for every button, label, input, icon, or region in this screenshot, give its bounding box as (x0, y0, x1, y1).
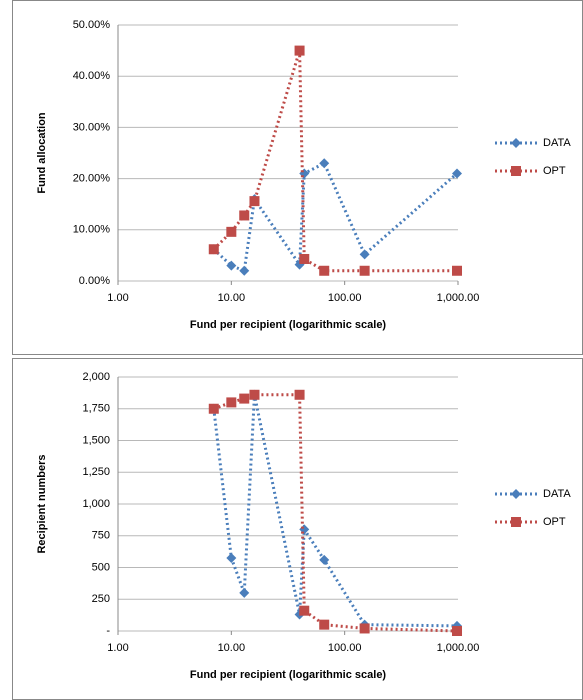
chart-frame (12, 358, 583, 700)
marker (359, 249, 370, 260)
y-tick-label: 50.00% (73, 19, 111, 31)
series-line (213, 393, 458, 633)
marker (226, 552, 237, 563)
legend-label: OPT (543, 516, 566, 528)
marker (359, 265, 370, 276)
marker (208, 403, 219, 414)
y-tick-label: 2,000 (82, 371, 110, 383)
x-tick-label: 100.00 (328, 642, 362, 654)
y-tick-label: 1,500 (82, 434, 110, 446)
marker (294, 45, 305, 56)
marker (208, 244, 219, 255)
legend-label: OPT (543, 165, 566, 177)
legend-label: DATA (543, 488, 571, 500)
x-tick-label: 1.00 (107, 292, 128, 304)
x-tick-label: 100.00 (328, 292, 362, 304)
y-tick-label: 750 (92, 530, 110, 542)
marker (319, 265, 330, 276)
marker (299, 253, 310, 264)
y-tick-label: 40.00% (73, 70, 111, 82)
y-tick-label: 10.00% (73, 224, 111, 236)
y-tick-label: 20.00% (73, 173, 111, 185)
x-axis-title: Fund per recipient (logarithmic scale) (190, 319, 387, 331)
marker (511, 166, 521, 176)
marker (511, 138, 521, 148)
marker (319, 554, 330, 565)
marker (226, 260, 237, 271)
y-tick-label: 30.00% (73, 121, 111, 133)
x-tick-label: 1,000.00 (437, 642, 480, 654)
marker (452, 265, 463, 276)
marker (239, 210, 250, 221)
y-axis-title: Fund allocation (36, 112, 48, 194)
y-axis-title: Recipient numbers (36, 454, 48, 553)
y-tick-label: 250 (92, 593, 110, 605)
marker (511, 489, 521, 499)
series-line (212, 161, 458, 273)
marker (226, 397, 237, 408)
marker (511, 517, 521, 527)
y-tick-label: 500 (92, 561, 110, 573)
marker (294, 389, 305, 400)
marker (319, 619, 330, 630)
x-tick-label: 10.00 (218, 292, 246, 304)
marker (249, 389, 260, 400)
marker (359, 623, 370, 634)
x-tick-label: 1.00 (107, 642, 128, 654)
y-tick-label: 1,750 (82, 403, 110, 415)
marker (299, 605, 310, 616)
x-tick-label: 10.00 (218, 642, 246, 654)
marker (239, 587, 250, 598)
y-tick-label: 0.00% (79, 275, 110, 287)
marker (452, 626, 463, 636)
y-tick-label: 1,250 (82, 466, 110, 478)
x-tick-label: 1,000.00 (437, 292, 480, 304)
y-tick-label: 1,000 (82, 498, 110, 510)
marker (239, 393, 250, 404)
marker (226, 226, 237, 237)
marker (452, 168, 463, 179)
legend-label: DATA (543, 137, 571, 149)
y-tick-label: - (106, 625, 110, 637)
marker (319, 158, 330, 169)
x-axis-title: Fund per recipient (logarithmic scale) (190, 669, 387, 681)
marker (239, 265, 250, 276)
marker (249, 196, 260, 207)
